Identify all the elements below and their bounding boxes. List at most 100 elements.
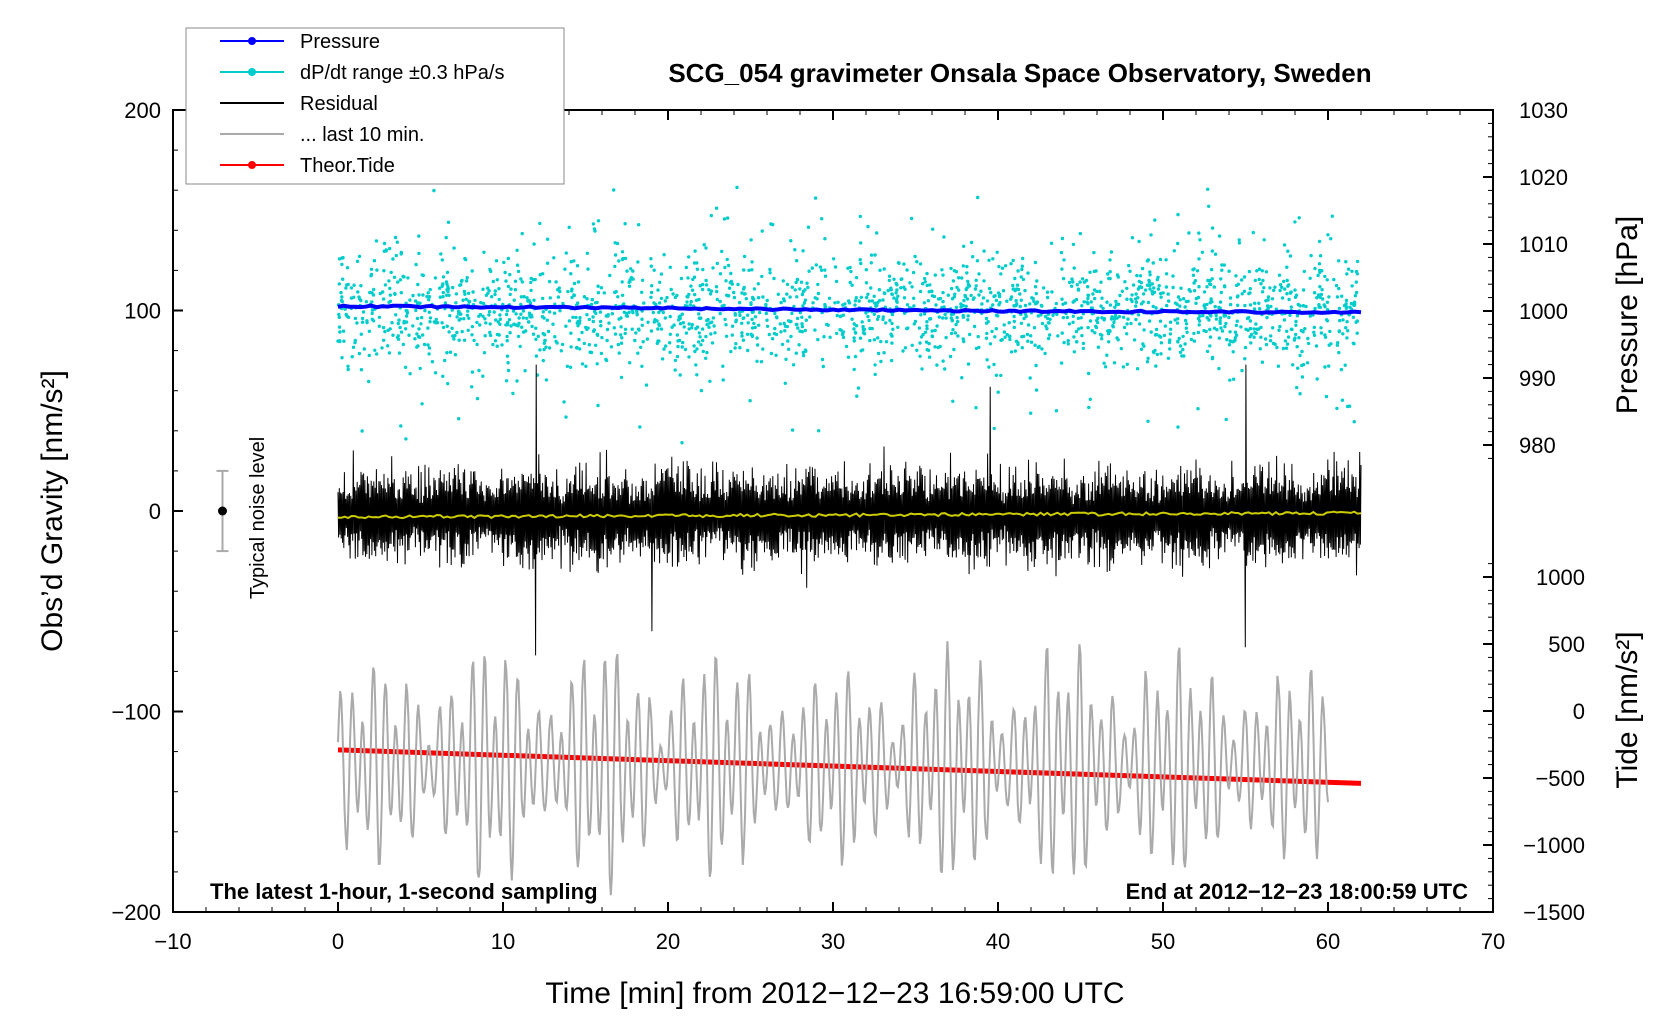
dpdt-point: [513, 279, 518, 283]
legend-items: [220, 37, 284, 169]
dpdt-point: [965, 286, 969, 290]
dpdt-point: [751, 296, 755, 301]
dpdt-point: [488, 333, 493, 338]
dpdt-point: [1036, 345, 1041, 350]
dpdt-point: [1149, 330, 1153, 334]
dpdt-point: [732, 290, 736, 295]
dpdt-point: [1100, 316, 1104, 320]
dpdt-point: [1282, 318, 1287, 322]
dpdt-point: [1108, 270, 1112, 274]
dpdt-point: [1228, 339, 1232, 343]
dpdt-point: [781, 279, 785, 283]
dpdt-point: [567, 225, 571, 229]
dpdt-point: [1273, 285, 1277, 289]
dpdt-point: [1105, 353, 1109, 357]
dpdt-point: [1067, 322, 1072, 326]
dpdt-point: [1236, 294, 1240, 298]
dpdt-point: [1298, 353, 1302, 358]
dpdt-point: [692, 261, 697, 265]
dpdt-point: [494, 259, 499, 263]
dpdt-point: [714, 285, 719, 289]
dpdt-point: [794, 351, 798, 355]
dpdt-point: [981, 296, 986, 300]
dpdt-point: [1296, 366, 1300, 370]
dpdt-point: [462, 317, 466, 321]
dpdt-point: [725, 257, 729, 262]
dpdt-point: [1176, 339, 1180, 344]
dpdt-point: [671, 292, 675, 296]
dpdt-point: [1198, 314, 1202, 318]
dpdt-point: [1040, 321, 1045, 326]
dpdt-point: [396, 280, 400, 284]
dpdt-point: [444, 280, 449, 284]
dpdt-point: [439, 252, 443, 256]
dpdt-point: [1186, 299, 1190, 303]
dpdt-point: [750, 326, 755, 330]
dpdt-point: [516, 334, 521, 339]
dpdt-point: [403, 327, 408, 331]
dpdt-point: [799, 280, 804, 284]
dpdt-point: [1136, 296, 1140, 300]
dpdt-point: [760, 229, 764, 233]
dpdt-point: [949, 312, 954, 317]
dpdt-point: [572, 281, 577, 286]
dpdt-point: [365, 319, 369, 323]
dpdt-point: [1283, 339, 1288, 343]
dpdt-point: [591, 222, 596, 226]
dpdt-point: [1354, 280, 1359, 284]
dpdt-point: [680, 345, 684, 349]
dpdt-point: [1033, 260, 1038, 265]
dpdt-point: [1224, 321, 1228, 326]
dpdt-point: [625, 269, 629, 273]
dpdt-point: [791, 363, 796, 367]
dpdt-point: [1187, 231, 1191, 235]
dpdt-point: [974, 278, 978, 282]
dpdt-point: [1179, 286, 1183, 290]
dpdt-point: [416, 282, 420, 287]
dpdt-point: [401, 342, 405, 347]
dpdt-point: [707, 325, 711, 329]
dpdt-point: [1143, 288, 1148, 292]
dpdt-point: [1317, 303, 1321, 307]
dpdt-point: [390, 321, 394, 325]
dpdt-point: [725, 216, 730, 220]
dpdt-point: [1220, 263, 1224, 267]
dpdt-point: [905, 326, 909, 331]
dpdt-point: [668, 341, 672, 345]
dpdt-point: [1260, 360, 1265, 364]
dpdt-point: [657, 339, 661, 343]
dpdt-point: [372, 259, 377, 263]
dpdt-point: [1354, 290, 1359, 295]
dpdt-point: [1130, 236, 1135, 240]
legend-swatch-marker: [248, 161, 256, 169]
dpdt-point: [607, 321, 611, 325]
dpdt-point: [721, 378, 725, 382]
dpdt-point: [1155, 352, 1160, 357]
dpdt-point: [1210, 249, 1215, 253]
dpdt-point: [704, 334, 708, 339]
dpdt-point: [616, 295, 620, 299]
dpdt-point: [1157, 284, 1161, 288]
dpdt-point: [1289, 290, 1293, 294]
legend-label-residual: Residual: [300, 93, 378, 115]
dpdt-point: [377, 324, 381, 328]
dpdt-point: [1084, 278, 1089, 283]
dpdt-point: [707, 288, 711, 292]
dpdt-point: [1240, 278, 1244, 282]
dpdt-point: [1344, 326, 1348, 330]
dpdt-point: [957, 288, 961, 292]
dpdt-point: [582, 295, 587, 299]
dpdt-point: [352, 295, 356, 299]
dpdt-point: [813, 196, 818, 200]
dpdt-point: [486, 286, 490, 290]
dpdt-point: [789, 239, 793, 243]
dpdt-point: [604, 357, 608, 362]
dpdt-point: [806, 285, 810, 290]
dpdt-point: [1149, 233, 1153, 237]
dpdt-point: [1025, 332, 1030, 337]
dpdt-point: [1168, 332, 1173, 336]
dpdt-point: [846, 266, 850, 270]
dpdt-point: [1134, 317, 1138, 322]
dpdt-point: [760, 274, 764, 279]
dpdt-point: [629, 276, 633, 280]
